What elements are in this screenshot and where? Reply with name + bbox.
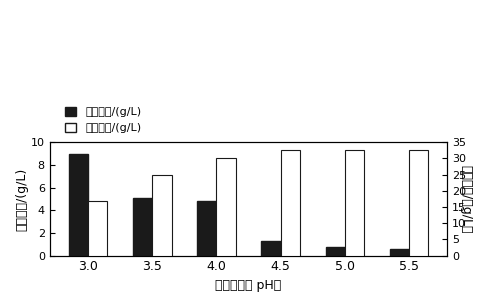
X-axis label: 发酵液初始 pH値: 发酵液初始 pH値 bbox=[215, 279, 281, 292]
Bar bbox=[281, 150, 300, 256]
Bar bbox=[262, 241, 281, 256]
Y-axis label: 乙醇浓度/（g/L）: 乙醇浓度/（g/L） bbox=[459, 165, 472, 233]
Bar bbox=[409, 150, 428, 256]
Bar bbox=[88, 200, 108, 256]
Bar bbox=[69, 154, 88, 256]
Bar bbox=[345, 150, 364, 256]
Bar bbox=[133, 198, 152, 256]
Bar bbox=[325, 247, 345, 256]
Bar bbox=[216, 158, 236, 256]
Legend: 残糖浓度/(g/L), 乙醇浓度/(g/L): 残糖浓度/(g/L), 乙醇浓度/(g/L) bbox=[63, 105, 144, 136]
Bar bbox=[390, 249, 409, 256]
Y-axis label: 残糖浓度/(g/L): 残糖浓度/(g/L) bbox=[15, 167, 28, 231]
Bar bbox=[197, 201, 216, 256]
Bar bbox=[152, 175, 171, 256]
